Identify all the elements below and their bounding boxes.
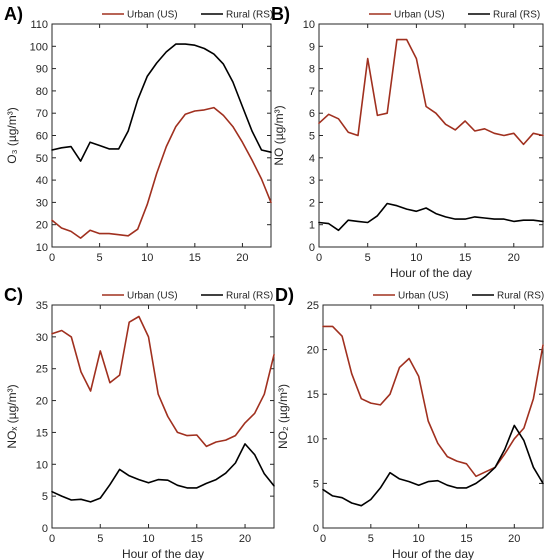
y-tick-label: 60	[36, 131, 48, 143]
panel-label: B)	[271, 4, 290, 24]
y-tick-label: 25	[36, 364, 48, 376]
x-tick-label: 20	[239, 533, 251, 545]
y-tick-label: 5	[309, 131, 315, 143]
y-tick-label: 80	[36, 86, 48, 98]
y-tick-label: 0	[42, 523, 48, 535]
x-tick-label: 15	[460, 533, 472, 545]
x-tick-label: 20	[508, 533, 520, 545]
y-tick-label: 5	[42, 491, 48, 503]
y-tick-label: 2	[309, 197, 315, 209]
y-tick-label: 10	[36, 459, 48, 471]
x-tick-label: 0	[320, 533, 326, 545]
legend-label-rural: Rural (RS)	[497, 291, 544, 302]
panel-label: D)	[275, 285, 294, 305]
legend-label-rural: Rural (RS)	[493, 10, 540, 21]
x-tick-label: 20	[236, 252, 248, 264]
y-tick-label: 30	[36, 332, 48, 344]
y-tick-label: 0	[313, 523, 319, 535]
legend-label-rural: Rural (RS)	[226, 10, 273, 21]
y-tick-label: 7	[309, 86, 315, 98]
legend-label-urban: Urban (US)	[394, 10, 445, 21]
x-axis-label: Hour of the day	[122, 547, 204, 560]
x-tick-label: 5	[365, 252, 371, 264]
series-line-urban	[322, 325, 544, 478]
plot-area	[318, 23, 544, 248]
y-tick-label: 15	[36, 427, 48, 439]
y-tick-label: 10	[36, 242, 48, 254]
y-tick-label: 50	[36, 153, 48, 165]
x-tick-label: 15	[191, 533, 203, 545]
y-tick-label: 40	[36, 175, 48, 187]
plot-area	[51, 23, 272, 248]
y-tick-label: 1	[309, 220, 315, 232]
y-tick-label: 20	[307, 345, 319, 357]
y-axis-label: NO (µg/m³)	[272, 105, 286, 165]
x-tick-label: 10	[141, 252, 153, 264]
y-tick-label: 5	[313, 478, 319, 490]
plot-area	[322, 304, 544, 529]
y-tick-label: 9	[309, 41, 315, 53]
x-tick-label: 10	[410, 252, 422, 264]
legend-label-urban: Urban (US)	[127, 10, 178, 21]
series-line-urban	[51, 315, 275, 448]
series-line-rural	[51, 43, 272, 162]
panel-1: A) 10 20 30 40 50 60 70 80 90 100 110 0 5 10 15 20 O₃ (µg…	[4, 4, 273, 264]
legend-label-rural: Rural (RS)	[226, 291, 273, 302]
y-axis-label: NOₓ (µg/m³)	[5, 384, 19, 448]
x-tick-label: 20	[508, 252, 520, 264]
y-tick-label: 0	[309, 242, 315, 254]
y-tick-label: 30	[36, 197, 48, 209]
x-tick-label: 5	[368, 533, 374, 545]
x-tick-label: 0	[316, 252, 322, 264]
y-tick-label: 10	[307, 434, 319, 446]
panel-2: B) 0 1 2 3 4 5 6 7 8 9 10 0 5 10 15 20 Hour of the day NO …	[271, 4, 544, 280]
x-tick-label: 15	[189, 252, 201, 264]
x-axis-label: Hour of the day	[392, 547, 474, 560]
x-tick-label: 0	[49, 533, 55, 545]
y-tick-label: 35	[36, 300, 48, 312]
x-tick-label: 5	[97, 533, 103, 545]
y-tick-label: 20	[36, 220, 48, 232]
y-tick-label: 3	[309, 175, 315, 187]
series-line-rural	[318, 202, 544, 232]
x-tick-label: 10	[413, 533, 425, 545]
y-axis-label: O₃ (µg/m³)	[5, 107, 19, 163]
panel-3: C) 0 5 10 15 20 25 30 35 0 5 10 15 20 Hour of the day N…	[4, 285, 275, 560]
y-tick-label: 90	[36, 64, 48, 76]
panel-label: C)	[4, 285, 23, 305]
y-tick-label: 110	[30, 19, 48, 31]
series-line-urban	[51, 106, 272, 239]
series-line-urban	[318, 38, 544, 146]
y-tick-label: 10	[303, 19, 315, 31]
y-tick-label: 100	[30, 41, 48, 53]
x-axis-label: Hour of the day	[390, 266, 472, 280]
x-tick-label: 5	[97, 252, 103, 264]
y-tick-label: 4	[309, 153, 315, 165]
series-line-rural	[51, 443, 275, 503]
panel-4: D) 0 5 10 15 20 25 0 5 10 15 20 Hour of the day NO₂ (…	[275, 285, 544, 560]
panel-label: A)	[4, 4, 23, 24]
y-tick-label: 15	[307, 389, 319, 401]
y-tick-label: 8	[309, 64, 315, 76]
x-tick-label: 0	[49, 252, 55, 264]
y-tick-label: 20	[36, 396, 48, 408]
x-tick-label: 10	[142, 533, 154, 545]
legend-label-urban: Urban (US)	[127, 291, 178, 302]
y-tick-label: 25	[307, 300, 319, 312]
y-tick-label: 70	[36, 108, 48, 120]
legend-label-urban: Urban (US)	[398, 291, 449, 302]
y-tick-label: 6	[309, 108, 315, 120]
plot-area	[51, 304, 275, 529]
series-line-rural	[322, 424, 544, 507]
y-axis-label: NO₂ (µg/m³)	[276, 384, 290, 449]
x-tick-label: 15	[459, 252, 471, 264]
